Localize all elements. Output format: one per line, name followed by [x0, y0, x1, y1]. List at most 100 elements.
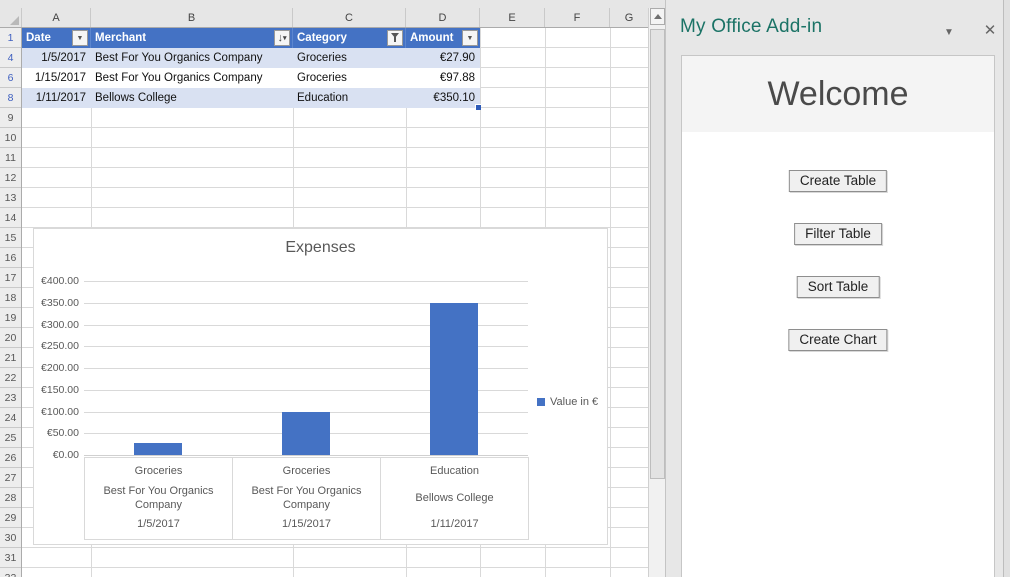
sort-dropdown-icon[interactable]: ↓ ▾: [274, 30, 290, 46]
row-header-24[interactable]: 24: [0, 408, 21, 428]
sheet-top-strip: [0, 0, 665, 8]
chart-ytick-label: €50.00: [46, 427, 79, 440]
row-header-10[interactable]: 10: [0, 128, 21, 148]
x-label-category: Groceries: [282, 465, 331, 477]
taskpane-scroll-strip[interactable]: [1003, 0, 1010, 577]
table-cell[interactable]: 1/5/2017: [41, 52, 86, 64]
table-cell[interactable]: Groceries: [297, 72, 347, 84]
row-header-25[interactable]: 25: [0, 428, 21, 448]
row-header-22[interactable]: 22: [0, 368, 21, 388]
chart-bar[interactable]: [430, 302, 478, 455]
sheet-vertical-scrollbar[interactable]: [648, 8, 665, 577]
table-cell[interactable]: Groceries: [297, 52, 347, 64]
legend-swatch-icon: [537, 398, 545, 406]
x-label-date: 1/5/2017: [137, 518, 180, 530]
table-row[interactable]: 1/15/2017 Best For You Organics Company Gr…: [22, 68, 480, 88]
row-header-31[interactable]: 31: [0, 548, 21, 568]
chart-ytick-label: €400.00: [41, 275, 79, 287]
row-header-14[interactable]: 14: [0, 208, 21, 228]
row-header-19[interactable]: 19: [0, 308, 21, 328]
column-header-B[interactable]: B: [91, 8, 293, 27]
row-header-11[interactable]: 11: [0, 148, 21, 168]
row-header-27[interactable]: 27: [0, 468, 21, 488]
expenses-chart[interactable]: Expenses Groceries Best For You Organics …: [33, 228, 608, 545]
table-cell[interactable]: €350.10: [433, 92, 475, 104]
column-header-C[interactable]: C: [293, 8, 406, 27]
table-row[interactable]: 1/11/2017 Bellows College Education €350.10: [22, 88, 480, 108]
close-icon[interactable]: ✕: [983, 22, 997, 39]
chart-title: Expenses: [285, 239, 356, 256]
chevron-down-icon[interactable]: ▼: [944, 26, 954, 38]
row-header-29[interactable]: 29: [0, 508, 21, 528]
column-header-E[interactable]: E: [480, 8, 545, 27]
chart-ytick-label: €100.00: [41, 405, 79, 418]
x-label-date: 1/15/2017: [282, 518, 331, 530]
chart-ytick-label: €300.00: [41, 318, 79, 331]
chart-ytick-label: €200.00: [41, 362, 79, 374]
filter-table-button[interactable]: Filter Table: [794, 223, 882, 245]
table-cell[interactable]: Bellows College: [95, 92, 177, 104]
column-header-F[interactable]: F: [545, 8, 610, 27]
row-header-23[interactable]: 23: [0, 388, 21, 408]
row-header-15[interactable]: 15: [0, 228, 21, 248]
row-header-13[interactable]: 13: [0, 188, 21, 208]
chart-ytick-label: €150.00: [41, 383, 79, 396]
dropdown-icon[interactable]: ▼: [462, 30, 478, 46]
table-row[interactable]: 1/5/2017 Best For You Organics Company Gro…: [22, 48, 480, 68]
table-cell[interactable]: 1/11/2017: [35, 92, 86, 104]
column-header-D[interactable]: D: [406, 8, 480, 27]
column-header-A[interactable]: A: [22, 8, 91, 27]
table-cell[interactable]: Best For You Organics Company: [95, 72, 263, 84]
row-header-20[interactable]: 20: [0, 328, 21, 348]
scrollbar-thumb[interactable]: [650, 29, 665, 479]
legend-label: Value in €: [550, 396, 599, 408]
x-label-merchant: Best For You Organics Company: [251, 484, 362, 511]
row-header-21[interactable]: 21: [0, 348, 21, 368]
row-header-18[interactable]: 18: [0, 288, 21, 308]
table-cell[interactable]: €97.88: [439, 72, 475, 84]
table-column-header-category: Category: [293, 28, 406, 48]
table-cell[interactable]: 1/15/2017: [34, 72, 86, 84]
table-cell[interactable]: Education: [297, 92, 349, 104]
column-header-G[interactable]: G: [624, 11, 634, 24]
dropdown-glyph: ▾: [282, 34, 287, 42]
chart-gridline: [84, 346, 528, 348]
row-header-8[interactable]: 8: [0, 88, 21, 108]
row-header-4[interactable]: 4: [0, 48, 21, 68]
chart-gridline: [84, 411, 528, 413]
table-header-label: Category: [297, 32, 347, 44]
row-header-17[interactable]: 17: [0, 268, 21, 288]
row-header-16[interactable]: 16: [0, 248, 21, 268]
create-table-button[interactable]: Create Table: [788, 170, 888, 192]
grid-col-line: [610, 28, 611, 577]
chart-gridline: [84, 368, 528, 369]
filter-funnel-icon[interactable]: [387, 30, 403, 46]
dropdown-icon[interactable]: ▼: [72, 30, 88, 46]
row-header-30[interactable]: 30: [0, 528, 21, 548]
row-header-28[interactable]: 28: [0, 488, 21, 508]
table-fill-handle[interactable]: [475, 104, 481, 110]
chart-gridline: [84, 389, 528, 391]
chart-gridline: [84, 324, 528, 326]
chart-legend: Value in €: [537, 396, 598, 408]
table-cell[interactable]: €27.90: [439, 52, 475, 64]
sort-table-button[interactable]: Sort Table: [796, 276, 880, 298]
taskpane-title: My Office Add-in: [680, 16, 823, 37]
select-all-corner-icon[interactable]: [0, 8, 22, 27]
row-header-6[interactable]: 6: [0, 68, 21, 88]
pane-splitter[interactable]: [665, 0, 675, 577]
expenses-table: Date ▼ Merchant ↓ ▾ Category Amount ▼ 1/5/2017 B…: [22, 28, 481, 110]
row-header-32[interactable]: 32: [0, 568, 21, 577]
chart-bar[interactable]: [134, 442, 182, 455]
table-cell[interactable]: Best For You Organics Company: [95, 52, 263, 64]
scroll-up-arrow-icon[interactable]: [650, 8, 665, 25]
table-column-header-merchant: Merchant ↓ ▾: [91, 28, 293, 48]
row-header-26[interactable]: 26: [0, 448, 21, 468]
row-header-9[interactable]: 9: [0, 108, 21, 128]
chart-bar[interactable]: [282, 412, 330, 455]
row-header-12[interactable]: 12: [0, 168, 21, 188]
office-addin-taskpane: My Office Add-in ▼ ✕ Welcome Create Tabl…: [675, 0, 1010, 577]
row-header-1[interactable]: 1: [0, 28, 21, 48]
create-chart-button[interactable]: Create Chart: [788, 329, 888, 351]
